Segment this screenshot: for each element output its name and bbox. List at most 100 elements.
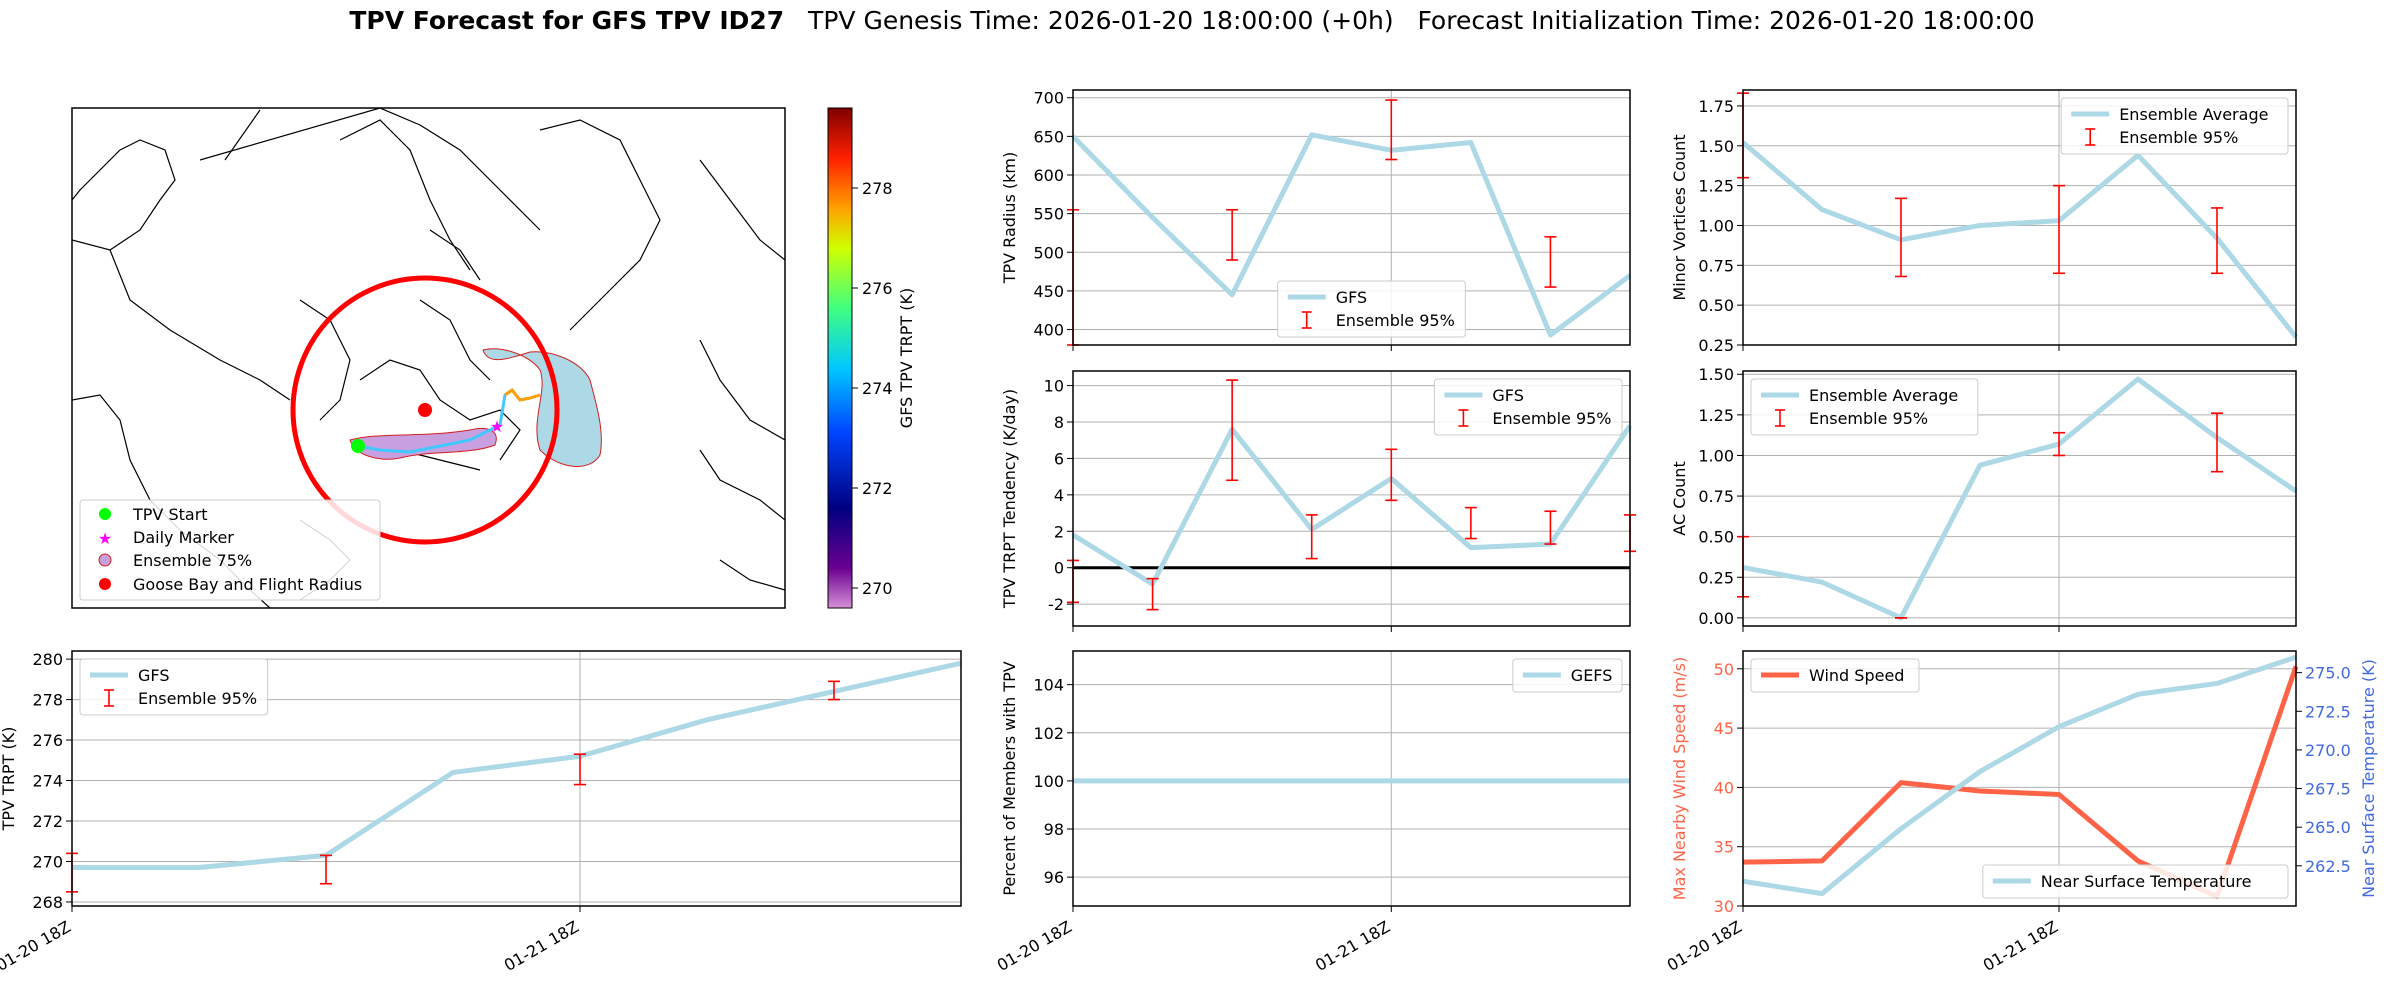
y-axis-label: TPV Radius (km) (1000, 152, 1019, 285)
y2-tick-label: 265.0 (2305, 818, 2351, 837)
legend-box (1512, 658, 1623, 693)
legend-label: Near Surface Temperature (2041, 872, 2252, 891)
y-tick-label: 10 (1044, 377, 1064, 396)
error-bar (320, 854, 332, 885)
error-bar (828, 680, 840, 701)
legend: GEFS (1512, 658, 1623, 693)
error-bar (2211, 412, 2223, 473)
y-tick-label: 0 (1054, 559, 1064, 578)
colorbar-tick-label: 278 (862, 179, 893, 198)
legend-goose-bay: Goose Bay and Flight Radius (133, 575, 362, 594)
y-tick-label: 6 (1054, 449, 1064, 468)
series-line-gfs (1071, 132, 1632, 338)
y-tick-label: 268 (32, 893, 63, 912)
legend-tpv-start: TPV Start (132, 505, 208, 524)
error-bar (1385, 448, 1398, 502)
legend-label: Ensemble Average (2119, 105, 2268, 124)
y-tick-label: 8 (1054, 413, 1064, 432)
y-tick-label: 700 (1033, 89, 1064, 108)
y-axis-label: AC Count (1670, 461, 1689, 535)
y-tick-label: 650 (1033, 127, 1064, 146)
plot-frame (1742, 89, 2297, 346)
y-tick-label: 600 (1033, 166, 1064, 185)
error-bar (1146, 577, 1159, 611)
legend-label: GFS (1492, 386, 1523, 405)
error-bar (2053, 184, 2065, 275)
plot-frame (1742, 370, 2297, 627)
y-tick-label: 4 (1054, 486, 1064, 505)
legend-daily-marker: Daily Marker (133, 528, 234, 547)
x-tick-label: 01-21 18Z (1980, 917, 2061, 975)
colorbar-label: GFS TPV TRPT (K) (897, 288, 916, 428)
y-tick-label: 0.25 (1698, 568, 1734, 587)
error-bar (1464, 506, 1477, 540)
y2-axis-label: Near Surface Temperature (K) (2359, 659, 2378, 898)
legend-daily-marker-icon: ★ (98, 529, 112, 548)
series-line-gfs (1071, 424, 1633, 587)
plot-frame (1072, 650, 1631, 907)
map-legend-box (79, 499, 381, 601)
y-tick-label: 1.00 (1698, 446, 1734, 465)
colorbar-tick-label: 272 (862, 479, 893, 498)
legend-box (1750, 658, 1920, 693)
y-tick-label: 0.75 (1698, 256, 1734, 275)
error-bar (2053, 431, 2065, 457)
error-bar (1226, 208, 1239, 261)
y-tick-label: 45 (1714, 719, 1734, 738)
colorbar-tick-label: 276 (862, 279, 893, 298)
plot-frame (71, 650, 962, 907)
y-tick-label: 30 (1714, 897, 1734, 916)
legend: Wind Speed (1750, 658, 1920, 693)
legend-ensemble-icon (98, 553, 112, 567)
legend-label: GFS (1336, 288, 1367, 307)
error-bar (574, 753, 586, 786)
y-tick-label: 102 (1033, 724, 1064, 743)
legend: GFS Ensemble 95% (1433, 378, 1623, 436)
colorbar-ticks: 270 272 274 276 278 (852, 179, 893, 598)
legend: Ensemble Average Ensemble 95% (1750, 378, 1979, 436)
legend-ensemble-75: Ensemble 75% (133, 551, 252, 570)
figure-title-genesis: TPV Genesis Time: 2026-01-20 18:00:00 (+… (808, 6, 1394, 35)
y-tick-label: 274 (32, 772, 63, 791)
y2-tick-label: 272.5 (2305, 702, 2351, 721)
error-bar (1226, 379, 1239, 482)
legend-label: Ensemble 95% (1336, 311, 1455, 330)
legend-box (1982, 864, 2289, 899)
y-tick-label: 0.50 (1698, 296, 1734, 315)
error-bar (1305, 514, 1318, 560)
y-tick-label: 40 (1714, 778, 1734, 797)
y-tick-label: 270 (32, 852, 63, 871)
y-tick-label: 400 (1033, 321, 1064, 340)
tpv-track-line-late (504, 387, 541, 402)
y-axis-label: Percent of Members with TPV (1000, 661, 1019, 895)
y-axis-label: TPV TRPT Tendency (K/day) (1000, 389, 1019, 609)
y-axis-label: TPV TRPT (K) (0, 727, 18, 832)
tpv-start-marker (351, 439, 365, 453)
legend-box (1750, 378, 1979, 436)
error-bar (1895, 197, 1907, 278)
legend-label: GEFS (1571, 666, 1613, 685)
y-tick-label: 0.25 (1698, 336, 1734, 355)
legend-label: Ensemble 95% (1492, 409, 1611, 428)
series-line-ensemble-average (1741, 140, 2298, 339)
legend: Ensemble Average Ensemble 95% (2060, 97, 2289, 155)
series-line-near-surface-temperature (1742, 654, 2297, 897)
y-tick-label: 280 (32, 650, 63, 669)
y-tick-label: 272 (32, 812, 63, 831)
y-tick-label: 0.75 (1698, 487, 1734, 506)
y-tick-label: 550 (1033, 205, 1064, 224)
legend-label: Ensemble 95% (138, 689, 257, 708)
y-tick-label: 1.25 (1698, 406, 1734, 425)
y-tick-label: 50 (1714, 660, 1734, 679)
legend-box (2060, 97, 2289, 155)
colorbar (827, 107, 853, 609)
error-bar (1544, 236, 1557, 288)
y-tick-label: 2 (1054, 522, 1064, 541)
y2-tick-label: 275.0 (2305, 664, 2351, 683)
